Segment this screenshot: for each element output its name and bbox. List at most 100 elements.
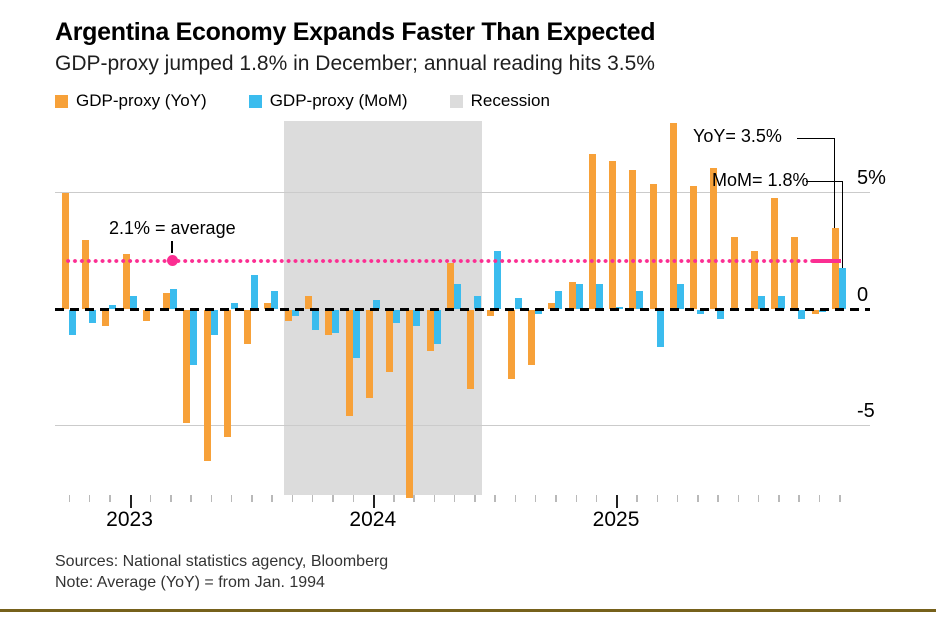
bar-yoy xyxy=(791,237,799,310)
bar-mom xyxy=(170,288,178,310)
x-axis-minor-tick xyxy=(555,495,557,502)
x-axis-minor-tick xyxy=(291,495,294,502)
y-axis-label: -5 xyxy=(857,399,875,422)
bar-yoy xyxy=(690,186,698,310)
bar-mom xyxy=(474,295,482,310)
bar-yoy xyxy=(629,169,637,310)
average-annotation: 2.1% = average xyxy=(109,218,236,238)
bar-mom xyxy=(433,309,441,345)
bar-yoy xyxy=(304,295,312,310)
x-axis-minor-tick xyxy=(453,495,456,502)
bar-yoy xyxy=(568,281,576,310)
x-axis-minor-tick xyxy=(595,495,598,502)
average-line-marker xyxy=(167,255,178,266)
bar-yoy xyxy=(710,167,718,310)
y-axis-label: 5% xyxy=(857,167,886,190)
bar-yoy xyxy=(771,197,779,310)
yoy-callout: YoY= 3.5% xyxy=(693,126,782,146)
x-axis-minor-tick xyxy=(271,495,273,502)
bar-mom xyxy=(494,251,502,310)
bar-mom xyxy=(413,309,421,326)
bar-yoy xyxy=(609,160,617,310)
x-axis-minor-tick xyxy=(433,495,436,502)
x-axis-minor-tick xyxy=(251,495,253,502)
x-axis-minor-tick xyxy=(717,495,719,502)
bar-mom xyxy=(109,304,117,310)
bar-yoy xyxy=(183,309,191,424)
note-text: Note: Average (YoY) = from Jan. 1994 xyxy=(55,574,325,591)
bar-mom xyxy=(514,297,522,310)
bar-yoy xyxy=(446,262,454,310)
bar-mom xyxy=(251,274,259,310)
x-axis-minor-tick xyxy=(697,495,699,502)
x-axis-minor-tick xyxy=(393,495,395,502)
bar-yoy xyxy=(487,309,495,317)
x-axis-minor-tick xyxy=(352,495,354,502)
bar-mom xyxy=(595,283,603,310)
legend-item-mom: GDP-proxy (MoM) xyxy=(248,91,408,111)
x-axis-minor-tick xyxy=(109,495,111,502)
bar-mom xyxy=(271,290,279,310)
bar-mom xyxy=(352,309,360,359)
legend-label-mom: GDP-proxy (MoM) xyxy=(269,91,408,110)
x-axis-year-label: 2025 xyxy=(592,508,640,531)
bar-yoy xyxy=(548,302,556,310)
x-axis-minor-tick xyxy=(534,495,537,502)
legend-label-recession: Recession xyxy=(470,91,550,110)
mom-callout-connector-line xyxy=(806,181,843,268)
yoy-swatch-icon xyxy=(55,94,68,108)
bar-yoy xyxy=(669,123,677,310)
x-axis-minor-tick xyxy=(494,495,496,502)
bar-yoy xyxy=(527,309,535,366)
zero-axis-line xyxy=(55,308,870,312)
x-axis-minor-tick xyxy=(514,495,517,502)
bar-mom xyxy=(332,309,340,333)
x-axis-minor-tick xyxy=(676,495,679,502)
bar-yoy xyxy=(730,237,738,310)
average-line-dotted xyxy=(66,258,813,263)
bar-mom xyxy=(839,267,847,310)
bar-yoy xyxy=(832,228,840,310)
x-axis-minor-tick xyxy=(311,495,314,502)
bar-yoy xyxy=(284,309,292,322)
x-axis-minor-tick xyxy=(575,495,577,502)
x-axis-year-label: 2023 xyxy=(106,508,153,531)
bar-yoy xyxy=(122,253,130,310)
bar-mom xyxy=(453,283,461,310)
bar-mom xyxy=(291,309,299,317)
bar-yoy xyxy=(61,193,69,310)
x-axis-minor-tick xyxy=(149,495,152,502)
bar-yoy xyxy=(223,309,231,438)
bar-mom xyxy=(534,309,542,315)
x-axis-minor-tick xyxy=(839,495,841,502)
bar-yoy xyxy=(507,309,515,380)
sources-text: Sources: National statistics agency, Blo… xyxy=(55,553,389,570)
bar-yoy xyxy=(406,309,414,498)
legend-item-recession: Recession xyxy=(449,91,550,111)
bar-mom xyxy=(68,309,76,336)
bar-mom xyxy=(372,300,380,310)
bar-mom xyxy=(393,309,401,324)
x-axis-minor-tick xyxy=(778,495,780,502)
yoy-callout-connector-line xyxy=(797,138,835,228)
bottom-brand-rule xyxy=(0,609,936,612)
bar-mom xyxy=(636,290,644,310)
x-axis-minor-tick xyxy=(68,495,71,502)
bar-yoy xyxy=(203,309,211,461)
x-axis-minor-tick xyxy=(332,495,334,502)
gridline-plus5 xyxy=(55,192,870,194)
bar-mom xyxy=(210,309,218,336)
bar-mom xyxy=(778,295,786,310)
bar-yoy xyxy=(264,302,272,310)
x-axis-minor-tick xyxy=(230,495,233,502)
x-axis-minor-tick xyxy=(88,495,91,502)
average-annotation-stem xyxy=(171,241,173,253)
bar-yoy xyxy=(244,309,252,345)
bar-yoy xyxy=(467,309,475,389)
legend-item-yoy: GDP-proxy (YoY) xyxy=(55,91,207,111)
bar-yoy xyxy=(426,309,434,352)
gridline-minus5 xyxy=(55,424,870,426)
bar-yoy xyxy=(649,183,657,310)
bar-mom xyxy=(717,309,725,319)
